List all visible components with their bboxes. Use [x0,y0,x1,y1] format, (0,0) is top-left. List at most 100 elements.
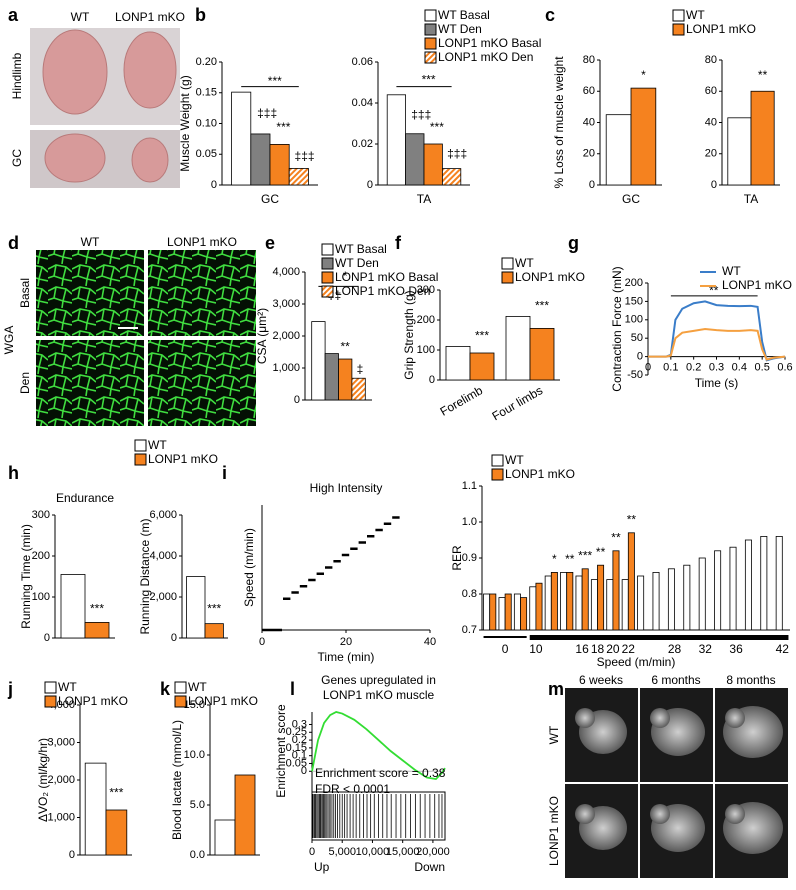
bar [560,572,568,631]
bar [269,144,290,186]
bar [575,575,583,631]
legend-label: WT [686,8,705,22]
y-tick-label: 0.05 [196,148,217,160]
x-tick-label: GC [261,192,279,206]
y-tick-label: 0.25 [286,726,307,738]
legend-label: LONP1 mKO [148,452,218,466]
y-tick-label: 300 [417,284,435,296]
x-tick-label: 20,000 [416,846,450,858]
bar [652,572,660,631]
y-tick-label: 40 [583,116,595,128]
annotation: * [552,552,557,566]
panel-letter: k [160,679,171,699]
mouse-head [725,804,745,824]
bar [214,819,236,856]
annotation: ** [627,512,637,526]
micrograph [148,340,256,426]
legend-swatch [424,51,437,64]
panel-title: Genes upregulated in [321,673,436,687]
bar [505,315,531,381]
y-tick-label: 3,000 [47,736,75,748]
mouse-head [650,804,670,824]
panel-letter: a [8,5,19,25]
x-tick-label: 0.1 [663,362,678,374]
y-tick-label: 200 [32,550,50,562]
column-label: LONP1 mKO [115,10,185,24]
x-tick-label: 0 [259,636,265,648]
panel-letter: l [290,679,295,699]
y-axis-label: ΔVO₂ (ml/kg/hr) [36,738,50,822]
y-tick-label: 100 [625,314,643,326]
legend-label: LONP1 mKO [58,694,128,708]
mouse-head [575,708,595,728]
bar [621,579,629,631]
legend-swatch [321,271,334,284]
bar [590,579,598,631]
bar [627,532,635,631]
y-tick-label: 0.0 [190,849,205,861]
legend-swatch [672,9,685,22]
muscle [42,29,108,115]
y-tick-label: 1,000 [272,362,300,374]
y-tick-label: 80 [705,54,717,66]
enrichment-line [311,711,446,781]
legend-swatch [501,271,514,284]
panel-letter: c [545,5,555,25]
y-tick-label: 3,000 [272,298,300,310]
x-axis-label: Speed (m/min) [597,655,676,669]
legend-label: LONP1 mKO [686,22,756,36]
y-tick-label: 15.0 [184,699,205,711]
legend-swatch [424,23,437,36]
muscle [131,137,169,183]
micrograph [148,250,256,336]
legend-label: WT [188,680,207,694]
legend-swatch [321,243,334,256]
micrograph [36,250,144,336]
annotation: *** [578,548,592,562]
y-tick-label: 0 [44,632,50,644]
legend-label: WT [58,680,77,694]
panel-title: LONP1 mKO muscle [323,688,435,702]
series-line [648,327,786,361]
x-tick-label: 5,000 [328,846,356,858]
panel-letter: b [195,5,206,25]
column-label: WT [71,10,90,24]
bar [612,550,620,631]
bar [338,358,353,401]
x-end-label: Up [314,860,330,874]
bar [423,143,443,186]
x-tick-label: TA [744,192,758,206]
bar [105,809,128,856]
row-label: GC [10,149,24,167]
y-tick-label: 20 [583,148,595,160]
bar [288,167,309,186]
x-tick-label: 0.2 [686,362,701,374]
x-axis-label: Time (min) [318,650,375,664]
legend-swatch [321,257,334,270]
bar [566,572,574,631]
legend-label: WT Den [335,256,379,270]
y-tick-label: 4,000 [272,266,300,278]
x-tick-label: 36 [729,642,743,656]
bar [729,546,737,631]
row-label: WT [547,725,561,744]
x-tick-label: 20 [606,642,620,656]
mouse-head [725,708,745,728]
y-tick-label: 80 [583,54,595,66]
bar [727,117,752,186]
bar [324,353,339,401]
legend-label: LONP1 mKO [505,467,575,481]
y-tick-label: 200 [625,277,643,289]
legend-swatch [174,681,187,694]
annotation: Enrichment score = 0.38 [315,766,446,780]
x-tick-label: 18 [591,642,605,656]
panel-letter: e [265,233,275,253]
column-label: WT [81,235,100,249]
annotation: *** [430,120,444,134]
column-label: 8 months [726,673,775,687]
y-tick-label: 0.15 [286,742,307,754]
x-tick-label: 0.3 [709,362,724,374]
y-tick-label: 0 [69,849,75,861]
x-tick-label: 40 [424,636,436,648]
muscle [44,133,106,183]
